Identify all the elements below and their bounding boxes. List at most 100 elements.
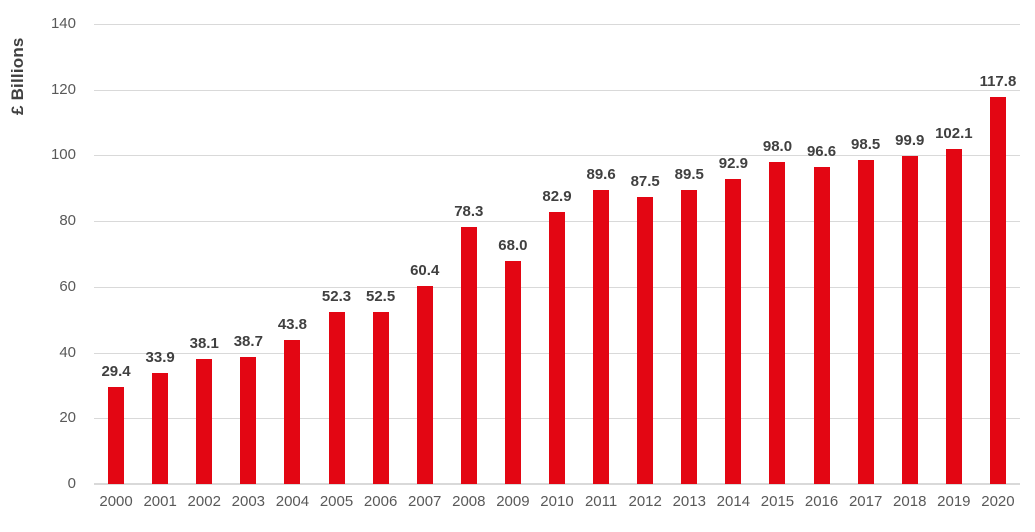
x-tick-label: 2010 (540, 493, 574, 510)
x-tick-label: 2005 (319, 493, 354, 510)
bar (108, 387, 125, 484)
bar (769, 162, 786, 484)
gridline (94, 89, 1020, 91)
bar-column: 89.6 (579, 24, 623, 484)
bar-column: 78.3 (447, 24, 491, 484)
bar-value-label: 96.6 (806, 142, 837, 160)
x-tick-label: 2002 (187, 493, 221, 510)
x-tick-label: 2014 (716, 493, 751, 510)
x-tick-label: 2016 (804, 493, 839, 510)
x-tick-label: 2018 (893, 493, 927, 510)
bar-value-label: 82.9 (542, 187, 572, 205)
y-tick-label: 40 (59, 343, 76, 361)
bar-column: 102.1 (932, 24, 976, 484)
x-axis-line (94, 483, 1020, 485)
x-tick-label: 2007 (408, 493, 442, 510)
x-tick-label: 2003 (231, 493, 266, 510)
bar-column: 29.4 (94, 24, 138, 484)
bar (725, 178, 742, 484)
bar-value-label: 102.1 (935, 124, 973, 142)
bar (945, 148, 962, 484)
bar-column: 96.6 (800, 24, 844, 484)
y-tick-label: 120 (50, 80, 76, 98)
bar-column: 92.9 (711, 24, 755, 484)
bar-column: 82.9 (535, 24, 579, 484)
bar (857, 160, 874, 484)
bar (637, 196, 654, 484)
bar-value-label: 98.0 (762, 138, 793, 155)
bar-column: 60.4 (403, 24, 447, 484)
bar-column: 52.5 (359, 24, 403, 484)
plot-area: 29.4 33.9 38.1 38.7 43.8 52.3 52.5 60.4 78.3 68.0… (94, 24, 1020, 485)
bar-column: 98.5 (844, 24, 888, 484)
bar-column: 89.5 (667, 24, 711, 484)
bar-column: 117.8 (976, 24, 1020, 484)
bar-value-label: 33.9 (145, 348, 175, 366)
bar (196, 358, 213, 484)
bar (240, 356, 257, 484)
bar (548, 211, 565, 484)
x-tick-label: 2015 (760, 493, 795, 510)
bar-value-label: 52.3 (321, 288, 352, 306)
gridline (94, 155, 1020, 157)
x-tick-label: 2006 (363, 493, 398, 510)
x-tick-label: 2012 (628, 493, 662, 510)
bar-value-label: 60.4 (410, 261, 440, 279)
bar-column: 87.5 (623, 24, 667, 484)
bar (372, 311, 389, 484)
y-tick-label: 140 (50, 15, 76, 32)
y-tick-label: 0 (67, 475, 76, 492)
bar (681, 189, 698, 484)
bar-value-label: 117.8 (979, 72, 1017, 90)
bar-column: 99.9 (888, 24, 932, 484)
bar-column: 43.8 (270, 24, 314, 484)
x-axis-tick-labels: 2000 2001 2002 2003 2004 2005 2006 2007 2008 2009… (94, 492, 1020, 512)
bar-value-label: 43.8 (277, 316, 308, 334)
bar (901, 155, 918, 484)
x-tick-label: 2013 (672, 493, 706, 510)
bar-value-label: 98.5 (851, 136, 881, 154)
bar-value-label: 52.5 (366, 287, 396, 305)
bar-column: 52.3 (314, 24, 358, 484)
bar (813, 166, 830, 484)
bar (284, 340, 301, 484)
x-tick-label: 2004 (275, 493, 310, 510)
bar (504, 260, 521, 484)
bar-column: 38.1 (182, 24, 226, 484)
bar-column: 38.7 (226, 24, 270, 484)
bar-value-label: 38.7 (233, 332, 263, 350)
y-tick-label: 20 (59, 409, 76, 427)
bar-value-label: 92.9 (718, 154, 748, 172)
y-tick-label: 60 (59, 277, 76, 295)
x-tick-label: 2020 (981, 493, 1015, 510)
y-axis-title: £ Billions (8, 37, 27, 115)
y-tick-label: 80 (59, 212, 76, 230)
x-tick-label: 2001 (143, 493, 177, 510)
bar-value-label: 89.6 (586, 165, 616, 183)
bar (460, 226, 477, 484)
y-tick-label: 100 (50, 146, 76, 164)
x-tick-label: 2000 (99, 493, 133, 510)
bar (152, 372, 169, 484)
bar-value-label: 38.1 (189, 334, 219, 352)
bar (416, 285, 433, 484)
bar-value-label: 78.3 (454, 202, 484, 220)
x-tick-label: 2009 (496, 493, 530, 510)
bar-column: 33.9 (138, 24, 182, 484)
bar-value-label: 87.5 (630, 172, 660, 190)
x-tick-label: 2017 (848, 493, 883, 510)
x-tick-label: 2019 (937, 493, 971, 510)
bar-value-label: 99.9 (895, 131, 925, 149)
bar-column: 68.0 (491, 24, 535, 484)
bar-value-label: 68.0 (498, 236, 528, 254)
bar (328, 312, 345, 484)
gridline (94, 24, 1020, 25)
x-tick-label: 2008 (452, 493, 486, 510)
bar (593, 189, 610, 484)
bar-column: 98.0 (755, 24, 799, 484)
bar-value-label: 29.4 (101, 363, 131, 381)
bar (989, 96, 1006, 484)
bar-value-label: 89.5 (674, 165, 704, 183)
x-tick-label: 2011 (584, 493, 618, 510)
